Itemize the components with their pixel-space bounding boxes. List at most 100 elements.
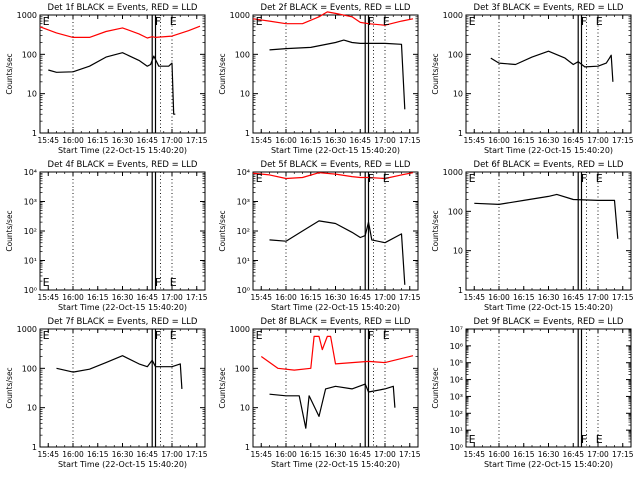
x-tick-label: 17:00 (374, 136, 396, 145)
x-tick-label: 16:15 (300, 450, 322, 459)
x-tick-label: 16:00 (62, 293, 84, 302)
x-axis-label: Start Time (22-Oct-15 15:40:20) (58, 303, 187, 312)
x-tick-label: 16:45 (136, 450, 158, 459)
y-tick-label: 10⁰ (450, 443, 463, 452)
x-tick-label: 17:15 (612, 136, 634, 145)
y-tick-label: 1 (245, 129, 250, 138)
x-axis-label: Start Time (22-Oct-15 15:40:20) (271, 146, 400, 155)
x-tick-label: 17:00 (374, 293, 396, 302)
marker-label: F (368, 15, 374, 28)
x-tick-label: 16:15 (87, 293, 109, 302)
y-tick-label: 1 (458, 286, 463, 295)
x-axis-label: Start Time (22-Oct-15 15:40:20) (484, 303, 613, 312)
y-tick-label: 100 (235, 50, 250, 59)
chart-title: Det 4f BLACK = Events, RED = LLD (48, 160, 198, 170)
x-tick-label: 15:45 (250, 450, 272, 459)
marker-label: E (43, 276, 50, 289)
x-tick-label: 17:15 (399, 450, 421, 459)
x-tick-label: 15:45 (37, 293, 59, 302)
x-axis-label: Start Time (22-Oct-15 15:40:20) (271, 460, 400, 469)
y-tick-label: 10⁴ (450, 376, 463, 385)
plot-frame (252, 171, 419, 291)
x-axis-label: Start Time (22-Oct-15 15:40:20) (484, 146, 613, 155)
marker-label: F (155, 329, 161, 342)
x-tick-label: 16:30 (325, 293, 347, 302)
x-tick-label: 16:30 (112, 450, 134, 459)
y-tick-label: 10⁶ (450, 342, 463, 351)
marker-label: E (43, 15, 50, 28)
x-tick-label: 16:30 (112, 136, 134, 145)
marker-label: E (170, 15, 177, 28)
x-tick-label: 17:15 (612, 450, 634, 459)
chart-panel-5: Det 5f BLACK = Events, RED = LLD Counts/s… (218, 160, 421, 312)
y-tick-label: 10² (237, 227, 250, 236)
plot-frame (465, 328, 632, 448)
y-tick-label: 10⁵ (450, 359, 463, 368)
chart-panel-2: Det 2f BLACK = Events, RED = LLD Counts/s… (218, 3, 421, 155)
chart-title: Det 5f BLACK = Events, RED = LLD (261, 160, 411, 170)
x-tick-label: 16:45 (349, 450, 371, 459)
marker-label: F (581, 15, 587, 28)
x-tick-label: 15:45 (463, 136, 485, 145)
y-tick-label: 10³ (24, 198, 37, 207)
series-line-events (56, 355, 183, 389)
y-tick-label: 10¹ (24, 257, 37, 266)
y-axis-label: Counts/sec (218, 367, 227, 408)
x-tick-label: 16:00 (275, 293, 297, 302)
x-axis-label: Start Time (22-Oct-15 15:40:20) (484, 460, 613, 469)
y-tick-label: 10 (240, 90, 250, 99)
x-axis-label: Start Time (22-Oct-15 15:40:20) (58, 460, 187, 469)
x-tick-label: 16:00 (488, 450, 510, 459)
marker-label: E (256, 15, 263, 28)
y-tick-label: 1 (245, 443, 250, 452)
chart-panel-8: Det 8f BLACK = Events, RED = LLD Counts/s… (218, 317, 421, 469)
x-tick-label: 16:30 (538, 293, 560, 302)
x-tick-label: 16:45 (562, 293, 584, 302)
y-axis-label: Counts/sec (218, 53, 227, 94)
y-tick-label: 10¹ (237, 257, 250, 266)
marker-label: E (170, 329, 177, 342)
series-line-events (269, 220, 406, 285)
x-tick-label: 15:45 (463, 293, 485, 302)
x-tick-label: 16:15 (513, 450, 535, 459)
y-tick-label: 10³ (450, 392, 463, 401)
marker-label: F (368, 172, 374, 185)
x-tick-label: 15:45 (463, 450, 485, 459)
y-tick-label: 10 (27, 90, 37, 99)
chart-panel-4: Det 4f BLACK = Events, RED = LLD Counts/s… (5, 160, 208, 312)
plot-frame (465, 171, 632, 291)
x-tick-label: 16:30 (112, 293, 134, 302)
y-axis-label: Counts/sec (5, 210, 14, 251)
y-axis-label: Counts/sec (5, 53, 14, 94)
x-tick-label: 16:15 (300, 293, 322, 302)
x-tick-label: 16:45 (136, 136, 158, 145)
series-line-events (490, 50, 614, 82)
y-tick-label: 10 (453, 90, 463, 99)
x-tick-label: 16:45 (562, 450, 584, 459)
y-axis-label: Counts/sec (5, 367, 14, 408)
series-line-events (269, 39, 406, 110)
y-tick-label: 10² (24, 227, 37, 236)
marker-label: E (256, 172, 263, 185)
marker-label: F (581, 172, 587, 185)
x-tick-label: 17:00 (587, 450, 609, 459)
y-tick-label: 1 (32, 129, 37, 138)
y-tick-label: 10 (453, 247, 463, 256)
x-tick-label: 16:45 (562, 136, 584, 145)
x-tick-label: 16:00 (488, 293, 510, 302)
y-tick-label: 10⁴ (237, 168, 250, 177)
x-tick-label: 16:30 (538, 450, 560, 459)
series-line-events (269, 383, 396, 429)
x-tick-label: 16:30 (538, 136, 560, 145)
x-tick-label: 17:15 (186, 136, 208, 145)
chart-panel-7: Det 7f BLACK = Events, RED = LLD Counts/s… (5, 317, 208, 469)
series-line-lld (252, 11, 414, 26)
x-tick-label: 17:00 (587, 136, 609, 145)
x-tick-label: 16:15 (87, 450, 109, 459)
y-tick-label: 10⁴ (24, 168, 37, 177)
chart-title: Det 8f BLACK = Events, RED = LLD (261, 317, 411, 327)
y-tick-label: 1 (32, 443, 37, 452)
chart-panel-9: Det 9f BLACK = Events, RED = LLD Counts/s… (431, 317, 634, 469)
x-tick-label: 16:00 (275, 450, 297, 459)
